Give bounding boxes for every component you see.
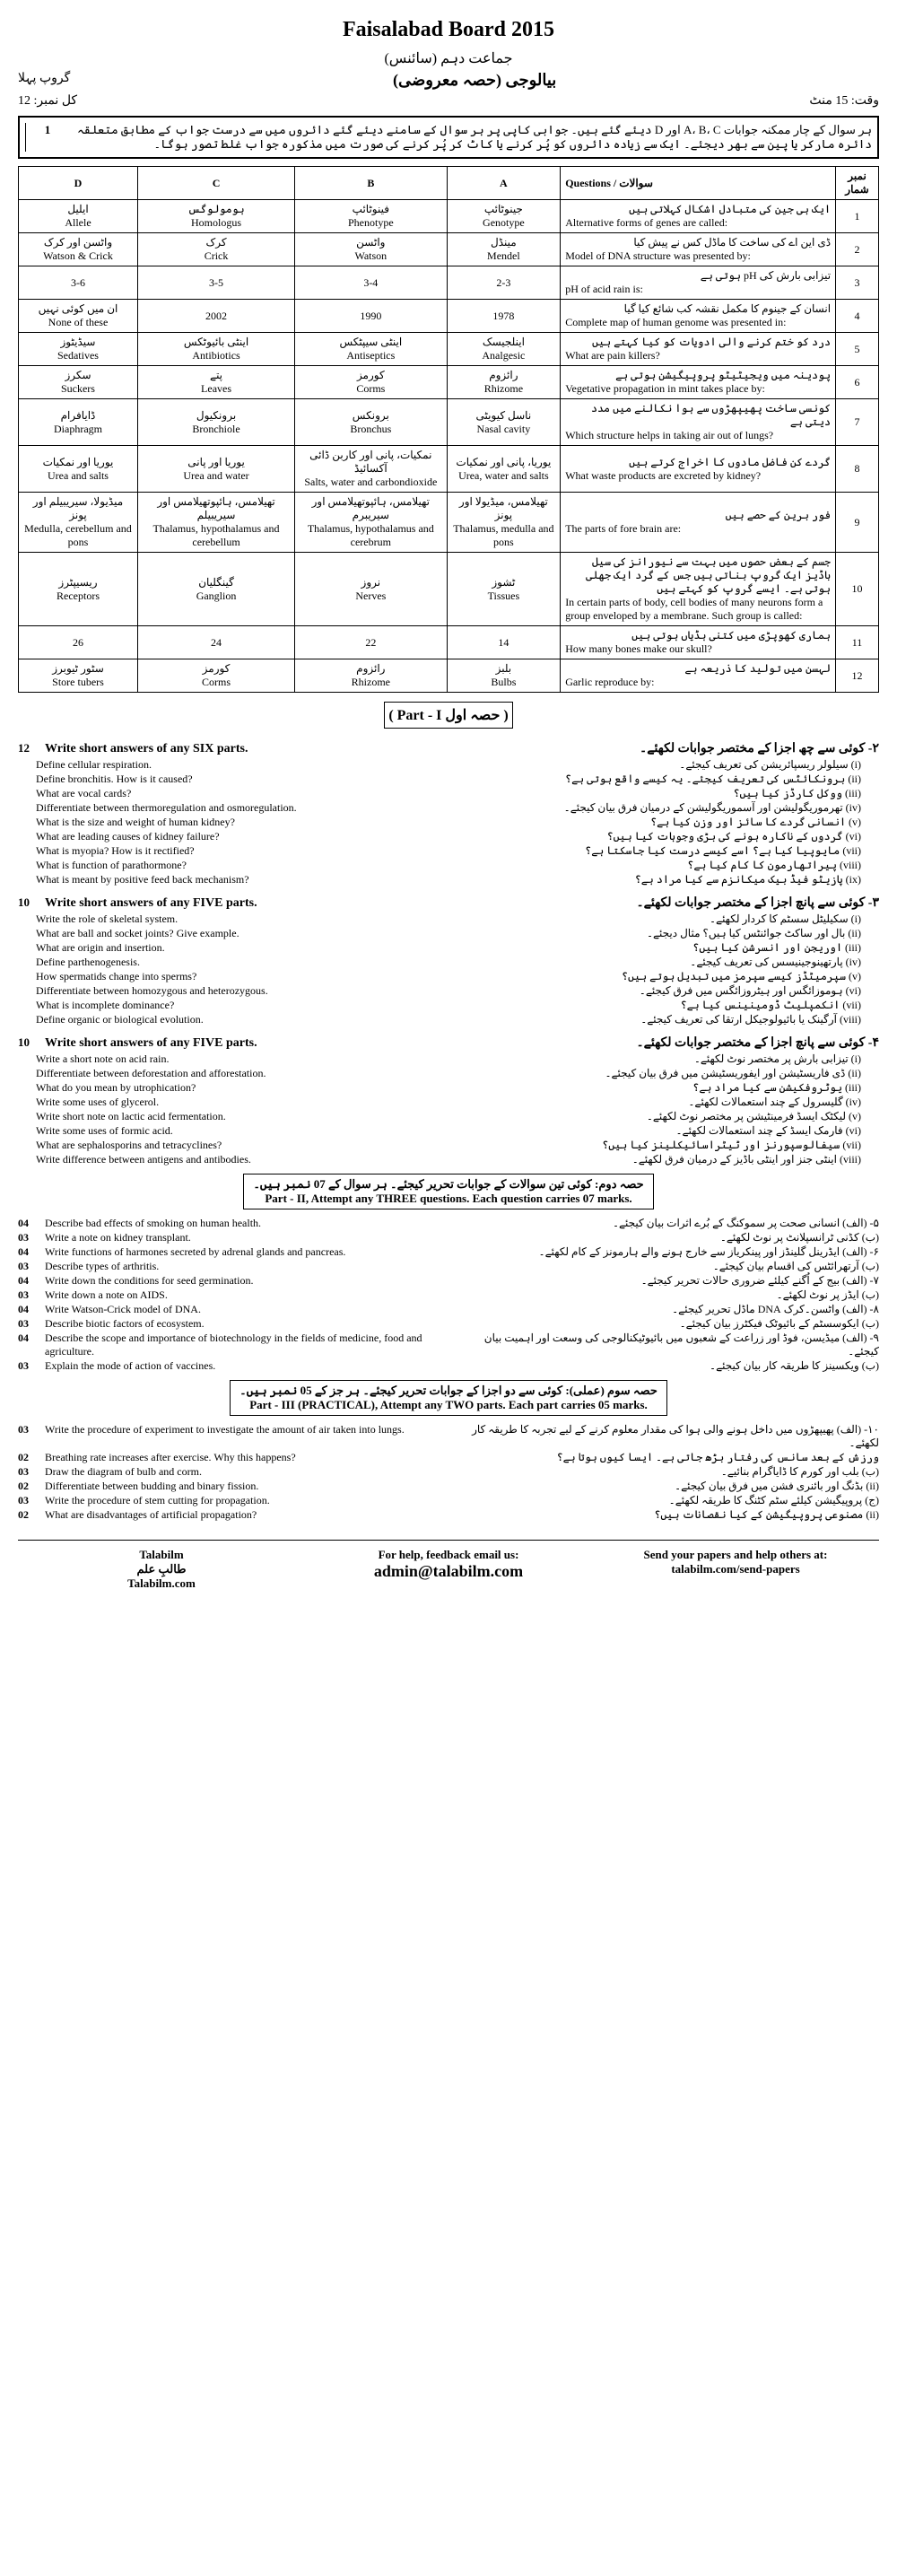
sub-item: What is function of parathormone?(viii) … [18, 859, 879, 872]
sub-item: What are vocal cards?(iii) ووکل کارڈز کی… [18, 787, 879, 800]
part-line: 04Describe bad effects of smoking on hum… [18, 1217, 879, 1230]
col-q: Questions / سوالات [561, 167, 836, 200]
part3-head: حصہ سوم (عملی): کوئی سے دو اجزا کے جوابا… [230, 1380, 667, 1416]
sub-item: Differentiate between thermoregulation a… [18, 801, 879, 815]
sub-item: Write short note on lactic acid fermenta… [18, 1110, 879, 1123]
mcq-row: ایلیلAlleleہومولوگسHomologusفینوٹائپPhen… [19, 200, 879, 233]
mcq-row: سیڈیٹوزSedativesاینٹی بائیوٹکسAntibiotic… [19, 333, 879, 366]
footer-send-url: talabilm.com/send-papers [592, 1562, 879, 1576]
board-title: Faisalabad Board 2015 [18, 18, 879, 42]
sub-item: What is myopia? How is it rectified?(vii… [18, 844, 879, 858]
sub-item: What is the size and weight of human kid… [18, 816, 879, 829]
time-ur: وقت: 15 منٹ [809, 93, 879, 109]
q4-head-en: Write short answers of any FIVE parts. [45, 1036, 462, 1051]
footer-send: Send your papers and help others at: [592, 1548, 879, 1562]
col-a: A [447, 167, 561, 200]
part-line: 02Breathing rate increases after exercis… [18, 1451, 879, 1464]
sub-item: Write some uses of formic acid.(vi) فارم… [18, 1124, 879, 1138]
part-line: 04Describe the scope and importance of b… [18, 1332, 879, 1358]
sub-item: Write some uses of glycerol.(iv) گلیسرول… [18, 1096, 879, 1109]
q2-marks: 12 [18, 741, 45, 755]
q1-instr-ur: ہر سوال کے چار ممکنہ جوابات A، B، C اور … [69, 123, 872, 152]
part-line: 03Write down a note on AIDS.(ب) ایڈز پر … [18, 1288, 879, 1302]
col-d: D [19, 167, 138, 200]
group-ur: گروپ پہلا [18, 71, 70, 90]
footer-email: admin@talabilm.com [305, 1562, 592, 1581]
part-line: 04Write functions of harmones secreted b… [18, 1245, 879, 1259]
sub-item: How spermatids change into sperms?(v) سپ… [18, 970, 879, 983]
part-line: 03Write the procedure of stem cutting fo… [18, 1494, 879, 1507]
part-line: 03Write the procedure of experiment to i… [18, 1423, 879, 1450]
sub-item: Define cellular respiration.(i) سیلولر ر… [18, 758, 879, 772]
q2-head-ur: ۲- کوئی سے چھ اجزا کے مختصر جوابات لکھئے… [462, 741, 879, 756]
sub-item: What are leading causes of kidney failur… [18, 830, 879, 843]
footer-site: Talabilm.com [18, 1576, 305, 1591]
sub-item: Define parthenogenesis.(iv) پارتھینوجینی… [18, 956, 879, 969]
q3-head-ur: ۳- کوئی سے پانچ اجزا کے مختصر جوابات لکھ… [462, 895, 879, 911]
mcq-row: سٹور ٹیوبرزStore tubersکورمزCormsرائزومR… [19, 659, 879, 693]
part2-ur: حصہ دوم: کوئی تین سوالات کے جوابات تحریر… [253, 1177, 643, 1191]
sub-item: Define bronchitis. How is it caused?(ii)… [18, 773, 879, 786]
mcq-row: 26242214ہماری کھوپڑی میں کتنی ہڈیاں ہوتی… [19, 626, 879, 659]
part-line: 04Write down the conditions for seed ger… [18, 1274, 879, 1288]
mcq-row: ڈایافرامDiaphragmبرونکیولBronchioleبرونک… [19, 399, 879, 446]
marks-ur: کل نمبر: 12 [18, 93, 77, 109]
q3-marks: 10 [18, 895, 45, 910]
sub-item: Write a short note on acid rain.(i) تیزا… [18, 1052, 879, 1066]
subject-ur: بیالوجی (حصہ معروضی) [393, 71, 556, 90]
sub-item: What are sephalosporins and tetracycline… [18, 1139, 879, 1152]
part-line: 04Write Watson-Crick model of DNA.۸- (ال… [18, 1303, 879, 1316]
part-line: 03Describe types of arthritis.(ب) آرتھرا… [18, 1260, 879, 1273]
part2-en: Part - II, Attempt any THREE questions. … [265, 1192, 631, 1205]
footer-brand-ur: طالبِ علم [18, 1562, 305, 1576]
sub-item: What is meant by positive feed back mech… [18, 873, 879, 886]
sub-item: Write difference between antigens and an… [18, 1153, 879, 1166]
mcq-row: واٹسن اور کرکWatson & CrickکرکCrickواٹسن… [19, 233, 879, 266]
mcq-row: ان میں کوئی نہیںNone of these20021990197… [19, 300, 879, 333]
col-b: B [295, 167, 447, 200]
col-c: C [137, 167, 294, 200]
mcq-row: سکرزSuckersپتےLeavesکورمزCormsرائزومRhiz… [19, 366, 879, 399]
part3-en: Part - III (PRACTICAL), Attempt any TWO … [249, 1398, 648, 1411]
mcq-row: ریسیپٹرزReceptorsگینگلیانGanglionنروزNer… [19, 553, 879, 626]
footer-brand: Talabilm [18, 1548, 305, 1562]
q4-marks: 10 [18, 1035, 45, 1050]
mcq-table: D C B A Questions / سوالات نمبر شمار ایل… [18, 166, 879, 693]
footer: Talabilm طالبِ علم Talabilm.com For help… [18, 1540, 879, 1591]
part-line: 03Describe biotic factors of ecosystem.(… [18, 1317, 879, 1331]
q1-instructions: 1 ہر سوال کے چار ممکنہ جوابات A، B، C او… [18, 116, 879, 159]
part2-head: حصہ دوم: کوئی تین سوالات کے جوابات تحریر… [243, 1174, 653, 1209]
sub-item: What are origin and insertion.(iii) اوری… [18, 941, 879, 955]
q4-head-ur: ۴- کوئی سے پانچ اجزا کے مختصر جوابات لکھ… [462, 1035, 879, 1051]
part3-ur: حصہ سوم (عملی): کوئی سے دو اجزا کے جوابا… [239, 1384, 658, 1397]
mcq-row: یوریا اور نمکیاتUrea and saltsیوریا اور … [19, 446, 879, 493]
class-ur: جماعت دہم (سائنس) [18, 49, 879, 67]
part-line: 03Draw the diagram of bulb and corm.(ب) … [18, 1465, 879, 1479]
sub-item: Write the role of skeletal system.(i) سک… [18, 913, 879, 926]
q1-num: 1 [25, 123, 69, 152]
sub-item: Define organic or biological evolution.(… [18, 1013, 879, 1026]
part-line: 03Explain the mode of action of vaccines… [18, 1359, 879, 1373]
col-num: نمبر شمار [836, 167, 879, 200]
part-line: 03Write a note on kidney transplant.(ب) … [18, 1231, 879, 1244]
part-line: 02What are disadvantages of artificial p… [18, 1508, 879, 1522]
q3-head-en: Write short answers of any FIVE parts. [45, 896, 462, 911]
sub-item: What are ball and socket joints? Give ex… [18, 927, 879, 940]
part1-head: ( Part - I حصہ اول ) [384, 702, 512, 729]
part-line: 02Differentiate between budding and bina… [18, 1480, 879, 1493]
sub-item: What is incomplete dominance?(vii) انکمپ… [18, 999, 879, 1012]
sub-item: Differentiate between homozygous and het… [18, 984, 879, 998]
footer-help: For help, feedback email us: [305, 1548, 592, 1562]
mcq-row: 3-63-53-42-3تیزابی بارش کی pH ہوتی ہےpH … [19, 266, 879, 300]
mcq-row: میڈیولا، سیریبیلم اور پونزMedulla, cereb… [19, 493, 879, 553]
sub-item: Differentiate between deforestation and … [18, 1067, 879, 1080]
sub-item: What do you mean by utrophication?(iii) … [18, 1081, 879, 1095]
q2-head-en: Write short answers of any SIX parts. [45, 742, 462, 756]
